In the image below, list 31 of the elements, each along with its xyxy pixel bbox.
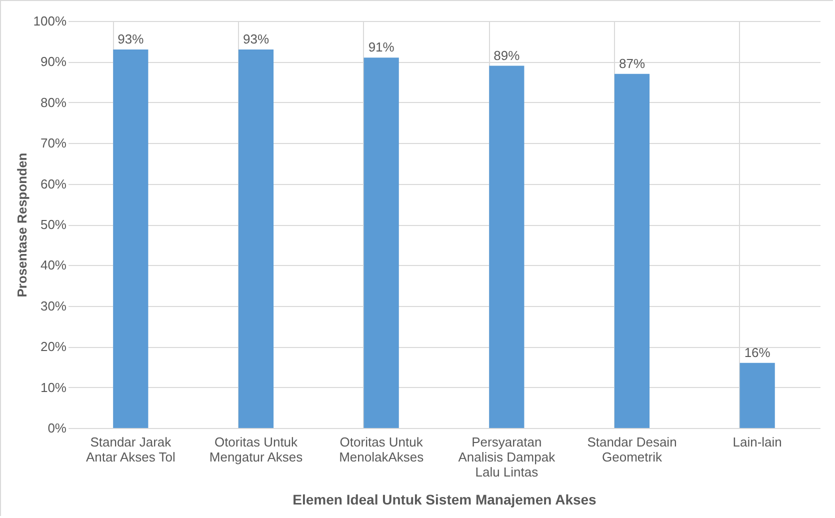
bar	[489, 66, 524, 428]
x-tick-label: Otoritas Untuk MenolakAkses	[339, 434, 424, 464]
y-tick-label: 20%	[40, 339, 67, 354]
y-tick-label: 80%	[40, 94, 67, 110]
y-axis-title: Prosentase Responden	[14, 152, 30, 298]
bar	[614, 74, 650, 428]
y-tick-label: 10%	[40, 380, 67, 395]
x-tick-label: Persyaratan Analisis Dampak Lalu Lintas	[458, 434, 556, 480]
bar	[113, 49, 148, 428]
y-tick-label: 50%	[40, 217, 67, 232]
x-tick-label: Otoritas Untuk Mengatur Akses	[209, 434, 304, 464]
y-tick-label: 90%	[40, 54, 67, 70]
data-label: 93%	[118, 31, 144, 46]
x-tick-label: Lain-lain	[732, 434, 782, 450]
data-label: 16%	[744, 344, 771, 360]
data-label: 87%	[618, 56, 646, 71]
y-tick-label: 60%	[40, 176, 67, 192]
data-label: 91%	[368, 40, 395, 55]
data-label: 93%	[242, 31, 270, 46]
y-tick-label: 30%	[40, 298, 67, 314]
y-tick-label: 0%	[48, 420, 67, 436]
x-tick-label: Standar Desain Geometrik	[587, 434, 677, 464]
bar	[238, 49, 274, 428]
x-axis-title: Elemen Ideal Untuk Sistem Manajemen Akses	[292, 492, 597, 508]
x-tick-label: Standar Jarak Antar Akses Tol	[86, 434, 176, 464]
y-tick-label: 40%	[40, 258, 67, 273]
bar	[740, 362, 775, 428]
data-label: 89%	[494, 48, 520, 63]
bar	[364, 58, 399, 428]
y-tick-label: 70%	[40, 136, 67, 151]
y-tick-label: 100%	[33, 14, 67, 28]
